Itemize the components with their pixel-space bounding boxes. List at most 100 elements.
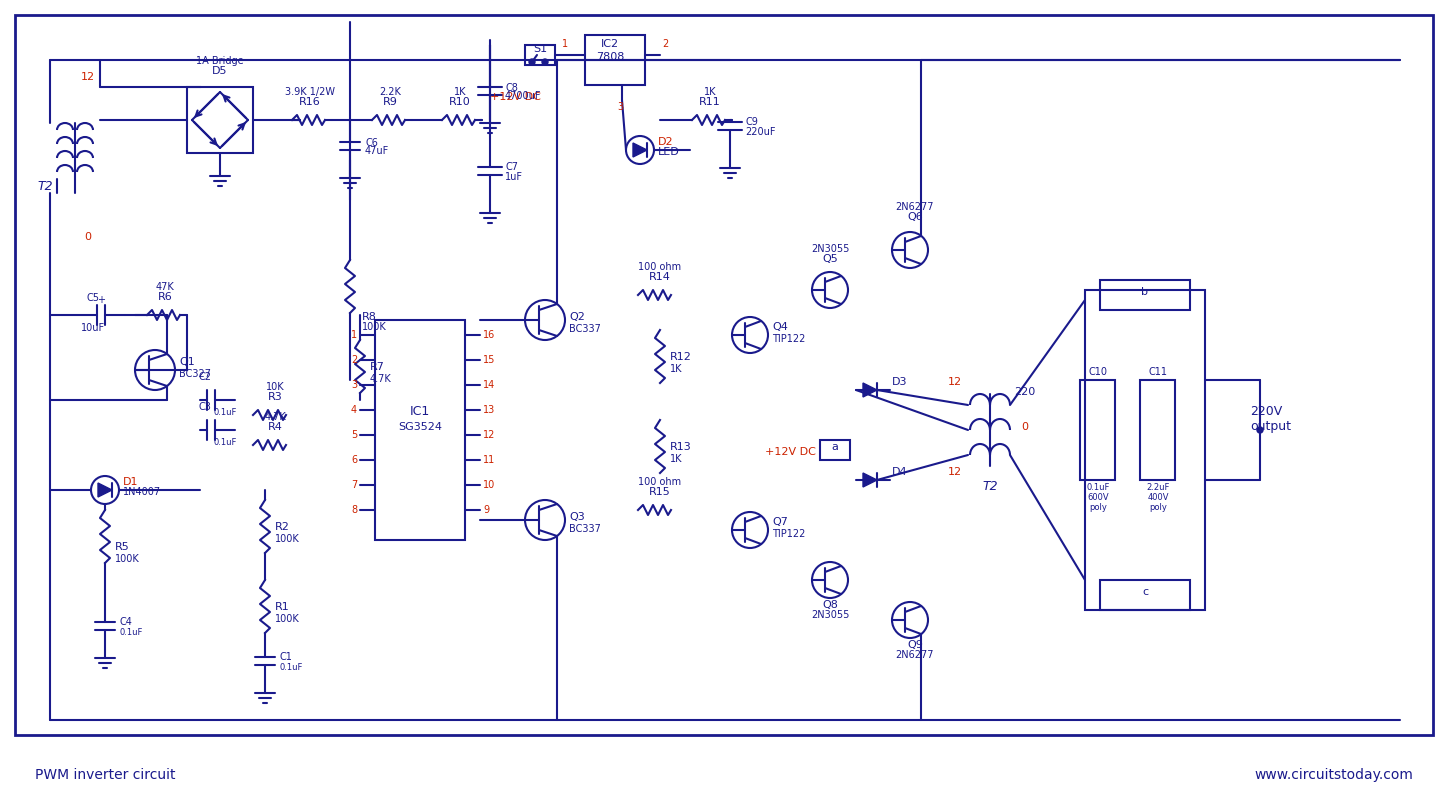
Circle shape bbox=[542, 59, 547, 65]
Text: 3: 3 bbox=[350, 380, 358, 390]
Text: 12: 12 bbox=[81, 72, 96, 82]
Text: 220V
output: 220V output bbox=[1250, 405, 1292, 433]
Text: 3: 3 bbox=[617, 102, 623, 112]
Text: 7: 7 bbox=[350, 480, 358, 490]
Text: C8: C8 bbox=[505, 83, 518, 93]
Text: 1uF: 1uF bbox=[505, 172, 523, 182]
Text: D1: D1 bbox=[123, 477, 139, 487]
Text: b: b bbox=[1141, 287, 1148, 297]
Text: 4700uF: 4700uF bbox=[505, 91, 542, 101]
Text: 1: 1 bbox=[562, 39, 568, 49]
Text: 100K: 100K bbox=[362, 322, 387, 332]
Text: 12: 12 bbox=[948, 377, 961, 387]
Text: R6: R6 bbox=[158, 292, 172, 302]
Polygon shape bbox=[633, 143, 647, 157]
Text: R12: R12 bbox=[670, 352, 692, 362]
Text: D3: D3 bbox=[892, 377, 908, 387]
Text: S1: S1 bbox=[533, 44, 547, 54]
Text: 12: 12 bbox=[484, 430, 495, 440]
Text: C6: C6 bbox=[365, 138, 378, 148]
Text: 2: 2 bbox=[350, 355, 358, 365]
Text: Q9: Q9 bbox=[906, 640, 922, 650]
Text: 0: 0 bbox=[1021, 422, 1028, 432]
Text: LED: LED bbox=[657, 147, 679, 157]
Text: D5: D5 bbox=[213, 66, 227, 76]
Text: 0.1uF: 0.1uF bbox=[279, 663, 303, 672]
Text: 10K: 10K bbox=[265, 382, 284, 392]
Text: R15: R15 bbox=[649, 487, 670, 497]
Text: 100 ohm: 100 ohm bbox=[639, 477, 682, 487]
Text: R5: R5 bbox=[114, 542, 130, 552]
Text: 100 ohm: 100 ohm bbox=[639, 262, 682, 272]
Text: C9: C9 bbox=[746, 117, 757, 127]
Text: 6: 6 bbox=[350, 455, 358, 465]
Text: 2.2K: 2.2K bbox=[379, 87, 401, 97]
Text: C4: C4 bbox=[119, 617, 132, 627]
Text: 13: 13 bbox=[484, 405, 495, 415]
Text: 100K: 100K bbox=[275, 534, 300, 544]
Text: R4: R4 bbox=[268, 422, 282, 432]
Text: R7: R7 bbox=[371, 362, 385, 372]
Bar bbox=[820, 440, 850, 460]
Text: R14: R14 bbox=[649, 272, 670, 282]
Text: 2.2uF: 2.2uF bbox=[1147, 483, 1170, 492]
Text: 1K: 1K bbox=[670, 454, 682, 464]
Text: R1: R1 bbox=[275, 602, 290, 612]
Bar bbox=[526, 45, 555, 65]
Polygon shape bbox=[98, 483, 111, 497]
Text: T2: T2 bbox=[982, 480, 998, 493]
Text: poly: poly bbox=[1089, 503, 1106, 512]
Text: C10: C10 bbox=[1089, 367, 1108, 377]
Text: 220uF: 220uF bbox=[746, 127, 776, 137]
Text: 10uF: 10uF bbox=[81, 323, 106, 333]
Text: c: c bbox=[1142, 587, 1148, 597]
Text: 0.1uF: 0.1uF bbox=[213, 408, 236, 417]
Text: R10: R10 bbox=[449, 97, 471, 107]
Bar bbox=[1100, 580, 1190, 610]
Text: 10: 10 bbox=[484, 480, 495, 490]
Text: Q1: Q1 bbox=[180, 357, 194, 367]
Text: C11: C11 bbox=[1148, 367, 1167, 377]
Text: 100K: 100K bbox=[114, 554, 140, 564]
Text: 47K: 47K bbox=[155, 282, 174, 292]
Text: R16: R16 bbox=[300, 97, 321, 107]
Text: Q8: Q8 bbox=[822, 600, 838, 610]
Text: 2: 2 bbox=[662, 39, 668, 49]
Bar bbox=[1080, 380, 1115, 480]
Text: 1: 1 bbox=[350, 330, 358, 340]
Text: 1N4007: 1N4007 bbox=[123, 487, 161, 497]
Text: 12: 12 bbox=[948, 467, 961, 477]
Text: 16: 16 bbox=[484, 330, 495, 340]
Polygon shape bbox=[863, 383, 877, 397]
Text: 14: 14 bbox=[484, 380, 495, 390]
Text: 0.1uF: 0.1uF bbox=[1086, 483, 1109, 492]
Text: 1A Bridge: 1A Bridge bbox=[195, 56, 243, 66]
Text: Q4: Q4 bbox=[772, 322, 788, 332]
Text: 2N6277: 2N6277 bbox=[896, 650, 934, 660]
Text: Q7: Q7 bbox=[772, 517, 788, 527]
Text: Q5: Q5 bbox=[822, 254, 838, 264]
Text: 4: 4 bbox=[350, 405, 358, 415]
Text: 2N3055: 2N3055 bbox=[811, 244, 849, 254]
Text: C7: C7 bbox=[505, 162, 518, 172]
Text: R8: R8 bbox=[362, 312, 376, 322]
Text: C1: C1 bbox=[279, 652, 292, 662]
Text: 2N6277: 2N6277 bbox=[896, 202, 934, 212]
Text: 4.7K: 4.7K bbox=[264, 412, 285, 422]
Text: Q6: Q6 bbox=[906, 212, 922, 222]
Text: Q3: Q3 bbox=[569, 512, 585, 522]
Text: T2: T2 bbox=[38, 180, 52, 193]
Text: TIP122: TIP122 bbox=[772, 529, 805, 539]
Text: BC337: BC337 bbox=[569, 524, 601, 534]
Text: poly: poly bbox=[1150, 503, 1167, 512]
Bar bbox=[14, 15, 1434, 735]
Circle shape bbox=[1257, 427, 1263, 433]
Text: 600V: 600V bbox=[1087, 493, 1109, 502]
Text: R9: R9 bbox=[382, 97, 397, 107]
Text: 3.9K 1/2W: 3.9K 1/2W bbox=[285, 87, 334, 97]
Text: 9: 9 bbox=[484, 505, 489, 515]
Text: 7808: 7808 bbox=[595, 52, 624, 62]
Text: D2: D2 bbox=[657, 137, 673, 147]
Text: D4: D4 bbox=[892, 467, 908, 477]
Text: 100K: 100K bbox=[275, 614, 300, 624]
